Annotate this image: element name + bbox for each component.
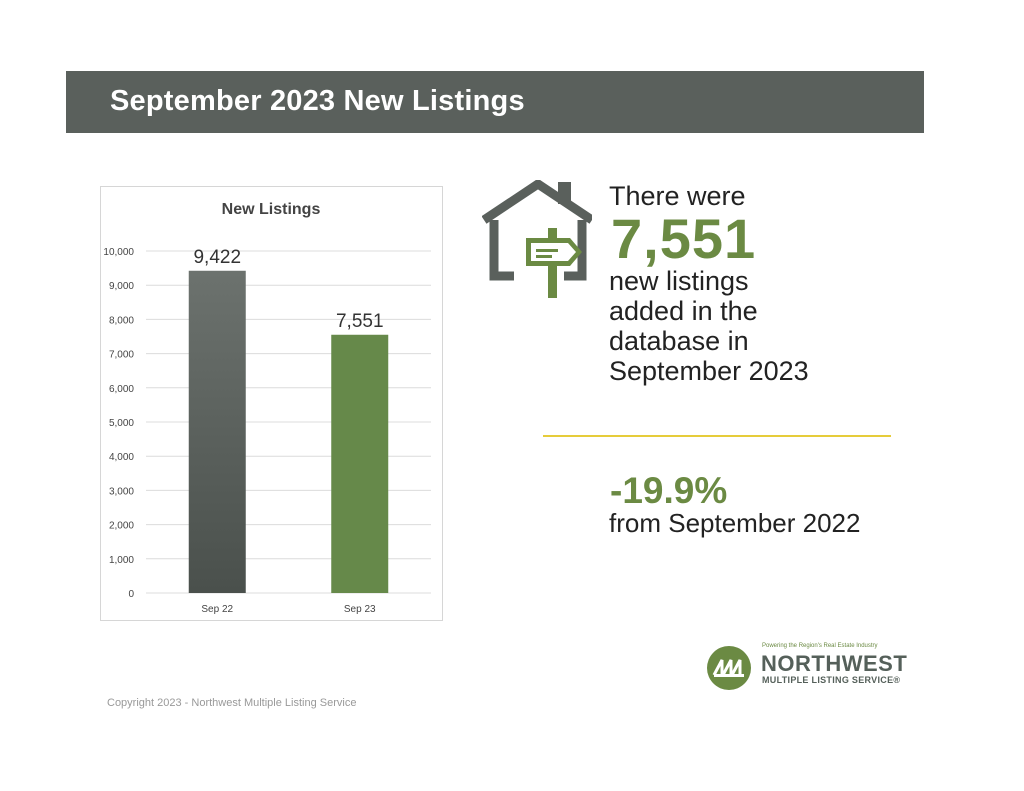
stat-number: 7,551	[611, 207, 757, 270]
bar-sep-23	[331, 334, 389, 593]
data-label: 9,422	[193, 247, 241, 268]
change-value: -19.9%	[610, 470, 728, 511]
y-tick-label: 0	[128, 589, 134, 600]
data-label: 7,551	[336, 311, 384, 332]
house-signpost-icon	[481, 178, 595, 305]
y-tick-label: 9,000	[109, 281, 134, 292]
logo-name: NORTHWEST	[761, 651, 908, 676]
x-tick-label: Sep 23	[344, 604, 376, 615]
stat-description-line: added in the	[609, 296, 758, 326]
stat-intro: There were	[609, 181, 746, 211]
new-listings-chart: New Listings 0 1,000 2,000 3,000 4,000 5,000 6,…	[100, 186, 443, 621]
logo-subname: MULTIPLE LISTING SERVICE®	[762, 675, 901, 685]
stat-description-line: new listings	[609, 266, 749, 296]
logo-tagline: Powering the Region's Real Estate Indust…	[762, 643, 878, 649]
y-tick-label: 3,000	[109, 486, 134, 497]
bar-chart-svg: New Listings 0 1,000 2,000 3,000 4,000 5,000 6,…	[103, 201, 431, 615]
chart-title: New Listings	[222, 201, 321, 218]
copyright: Copyright 2023 - Northwest Multiple List…	[107, 697, 357, 709]
page-title: September 2023 New Listings	[110, 85, 525, 117]
divider	[543, 435, 891, 437]
stat-description: new listings added in the database in Se…	[609, 266, 839, 386]
y-tick-label: 2,000	[109, 521, 134, 532]
y-tick-label: 4,000	[109, 452, 134, 463]
stat-description-line: September 2023	[609, 356, 809, 386]
y-tick-label: 10,000	[103, 247, 134, 258]
nwmls-logo-icon	[706, 645, 752, 696]
title-banner: September 2023 New Listings	[66, 71, 924, 133]
x-tick-label: Sep 22	[201, 604, 233, 615]
y-tick-label: 7,000	[109, 350, 134, 361]
y-tick-label: 5,000	[109, 418, 134, 429]
bar-sep-22	[188, 270, 246, 593]
y-tick-label: 1,000	[109, 555, 134, 566]
y-tick-label: 6,000	[109, 384, 134, 395]
y-tick-label: 8,000	[109, 315, 134, 326]
stat-description-line: database in	[609, 326, 749, 356]
nwmls-logo: Powering the Region's Real Estate Indust…	[706, 641, 908, 691]
change-description: from September 2022	[609, 508, 861, 538]
